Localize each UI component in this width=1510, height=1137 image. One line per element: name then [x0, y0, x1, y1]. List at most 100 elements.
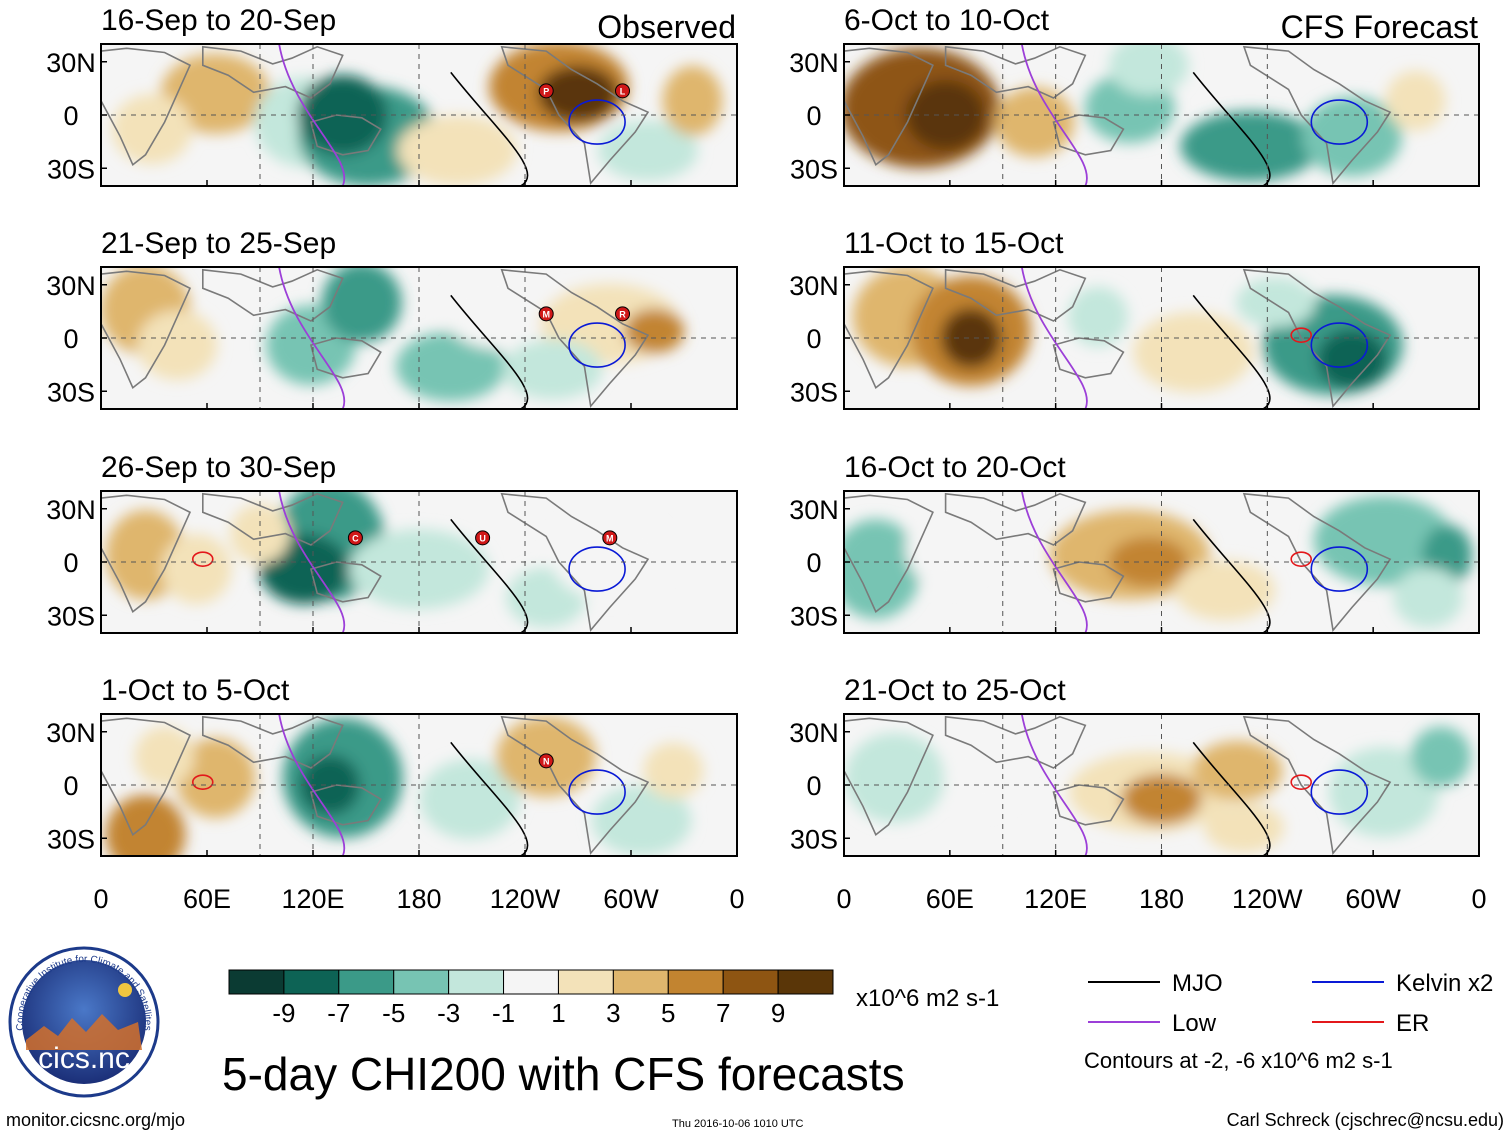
colorbar-label: 3	[606, 998, 620, 1028]
y-tick-label: 30N	[789, 495, 839, 525]
coastline	[1242, 268, 1392, 409]
anomaly-blob	[321, 267, 402, 343]
coastline	[101, 494, 192, 613]
anomaly-blob	[1192, 740, 1283, 801]
colorbar-swatch	[612, 969, 669, 995]
map-panel-p5: 30N 0 30S 6-Oct to 10-Oct CFS Forecast	[789, 4, 1480, 187]
y-tick-label: 30N	[789, 48, 839, 78]
x-tick-label: 60W	[603, 884, 659, 914]
legend-label: ER	[1396, 1010, 1429, 1037]
x-tick-label: 0	[93, 884, 108, 914]
anomaly-blob	[299, 755, 360, 815]
coastline	[1052, 114, 1125, 156]
y-tick-label: 30N	[789, 271, 839, 301]
panel-title: 21-Oct to 25-Oct	[844, 674, 1066, 707]
coastline	[101, 47, 192, 166]
anomaly-blob	[844, 519, 921, 620]
colorbar-swatch	[393, 969, 450, 995]
hurricane-letter: C	[352, 533, 359, 543]
coastline	[944, 268, 1087, 322]
y-tick-label: 30N	[46, 271, 96, 301]
y-tick-label: 0	[63, 548, 78, 578]
anomaly-blob	[1393, 567, 1464, 628]
footer-url: monitor.cicsnc.org/mjo	[6, 1110, 185, 1130]
y-tick-label: 0	[806, 771, 821, 801]
coastline	[844, 47, 934, 166]
anomaly-blob	[161, 534, 232, 605]
er-contour	[1290, 774, 1312, 790]
coastline	[309, 337, 382, 379]
anomaly-blob	[1180, 111, 1321, 182]
mjo-contour	[1192, 71, 1271, 186]
panel-title: 16-Sep to 20-Sep	[101, 4, 336, 37]
x-tick-label: 0	[1471, 884, 1486, 914]
colorbar-label: -1	[492, 998, 515, 1028]
kelvin-contour	[568, 322, 626, 368]
main-title: 5-day CHI200 with CFS forecasts	[222, 1048, 905, 1100]
hurricane-marker: P	[538, 83, 554, 99]
map-panel-p8: 30N 0 30S 21-Oct to 25-Oct	[789, 674, 1480, 857]
anomaly-blob	[175, 737, 256, 818]
anomaly-blob	[538, 65, 618, 122]
coastline	[309, 561, 382, 603]
legend-label: Kelvin x2	[1396, 970, 1493, 997]
colorbar-swatch	[722, 969, 779, 995]
hurricane-icon	[615, 83, 631, 99]
coastline	[202, 715, 344, 769]
x-tick-label: 120E	[281, 884, 344, 914]
cicsnc-logo: cics.nc Cooperative Institute for Climat…	[8, 946, 160, 1098]
legend-label: Low	[1172, 1010, 1217, 1037]
y-tick-label: 30S	[790, 824, 838, 854]
x-tick-label: 120E	[1024, 884, 1087, 914]
anomaly-blob	[591, 785, 692, 856]
anomaly-blob	[943, 730, 1024, 811]
hurricane-letter: U	[479, 533, 486, 543]
anomaly-blob	[1068, 286, 1128, 347]
hurricane-icon	[538, 306, 554, 322]
low-contour	[1020, 44, 1088, 186]
kelvin-contour	[1310, 99, 1369, 145]
y-tick-label: 30S	[47, 154, 95, 184]
y-tick-label: 0	[806, 101, 821, 131]
colorbar-label: 1	[551, 998, 565, 1028]
map-panel-p3: C U M 30N 0 30S 26-Sep to 30-Sep	[46, 451, 738, 634]
footer-author: Carl Schreck (cjschrec@ncsu.edu)	[1227, 1110, 1504, 1130]
hurricane-icon	[475, 530, 491, 546]
kelvin-contour	[568, 99, 626, 145]
anomaly-blob	[597, 120, 698, 181]
hurricane-icon	[538, 83, 554, 99]
y-tick-label: 30N	[789, 718, 839, 748]
x-tick-label: 60E	[926, 884, 974, 914]
kelvin-contour	[1310, 322, 1369, 368]
y-tick-label: 30S	[47, 824, 95, 854]
y-tick-label: 0	[63, 324, 78, 354]
hurricane-marker: M	[538, 306, 554, 322]
chi200-shading	[105, 491, 670, 628]
anomaly-blob	[441, 269, 562, 350]
x-tick-label: 0	[729, 884, 744, 914]
mjo-contour	[1192, 518, 1271, 633]
hurricane-letter: M	[542, 309, 550, 319]
low-contour	[1020, 714, 1088, 856]
kelvin-contour	[1310, 769, 1369, 815]
colorbar-label: 5	[661, 998, 675, 1028]
map-panel-p1: P L 30N 0 30S 16-Sep to 20-Sep Observed	[46, 4, 738, 187]
y-tick-label: 0	[806, 548, 821, 578]
colorbar-label: -5	[382, 998, 405, 1028]
colorbar-swatch	[283, 969, 340, 995]
anomaly-blob	[643, 742, 704, 799]
coastline	[844, 494, 934, 613]
coastline	[1242, 45, 1392, 186]
coastline	[202, 45, 344, 99]
anomaly-blob	[1133, 312, 1254, 393]
anomaly-blob	[1235, 277, 1316, 328]
coastline	[944, 492, 1087, 546]
coastline	[944, 45, 1087, 99]
y-tick-label: 30S	[790, 154, 838, 184]
chi200-shading	[844, 726, 1471, 853]
y-tick-label: 30S	[790, 377, 838, 407]
colorbar-swatch	[667, 969, 724, 995]
anomaly-blob	[994, 87, 1075, 158]
mjo-contour	[450, 741, 529, 856]
colorbar-swatch	[338, 969, 395, 995]
